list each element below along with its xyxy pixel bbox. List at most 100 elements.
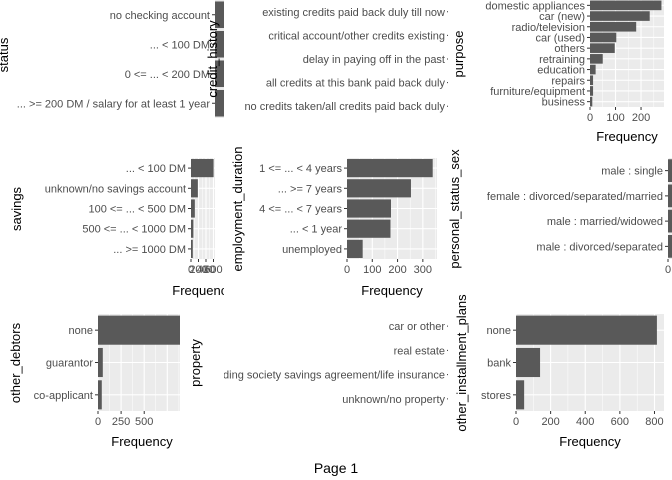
panel-background [215,0,224,118]
y-tick-label: delay in paying off in the past [303,54,445,66]
y-tick-label: stores [481,390,511,402]
y-tick-label: all credits at this bank paid back duly [266,78,446,90]
x-tick-label: 800 [645,416,663,428]
y-tick-label: radio/television [512,22,585,34]
x-tick-label: 0 [344,264,350,276]
bar-personal_status_sex-2 [668,209,672,233]
y-tick-label: unemployed [282,244,342,256]
x-tick-label: 400 [576,416,594,428]
bar-other_installment_plans-1 [516,347,541,378]
y-tick-label: car (new) [539,11,585,23]
y-tick-label: furniture/equipment [490,86,585,98]
y-tick-label: guarantor [46,358,93,370]
y-tick-label: 500 <= ... < 1000 DM [82,224,186,236]
y-tick-label: ... >= 200 DM / salary for at least 1 ye… [17,98,211,110]
bar-credit_history-4 [450,96,458,117]
y-tick-label: bank [487,358,511,370]
y-tick-label: ... >= 7 years [278,183,343,195]
x-tick-label: 250 [112,416,130,428]
y-axis-title: other_installment_plans [454,294,469,432]
y-tick-label: male : divorced/separated [536,241,663,253]
y-tick-label: none [487,325,511,337]
bar-purpose-0 [590,0,662,11]
bar-personal_status_sex-0 [668,159,672,182]
x-tick-label: 0 [188,264,194,276]
bar-purpose-8 [590,86,594,96]
bar-employment_duration-4 [347,239,363,258]
y-tick-label: 0 <= ... < 200 DM [125,69,210,81]
x-tick-label: 200 [541,416,559,428]
y-tick-label: retraining [539,54,585,66]
y-tick-label: ... < 100 DM [150,39,210,51]
y-tick-label: male : married/widowed [547,216,663,228]
y-tick-label: ... < 100 DM [126,163,186,175]
panel-background [668,158,672,259]
panel-personal_status_sex: male : single female : divorced/separated… [487,158,672,276]
bar-other_debtors-2 [98,380,102,410]
y-tick-label: car or other [389,321,446,333]
panel-property: car or other real estate building society … [206,321,448,406]
bar-other_debtors-0 [98,315,180,345]
y-tick-label: domestic appliances [485,0,585,12]
bar-savings-2 [191,199,195,218]
panel-other_installment_plans: none bank stores 0 200 400 600 800 Frequency [481,314,664,449]
bar-personal_status_sex-1 [668,184,672,208]
y-axis-title: personal_status_sex [447,149,462,269]
bar-other_debtors-1 [98,347,103,378]
x-tick-label: 300 [414,264,432,276]
y-axis-title: savings [9,186,24,231]
panel-other_debtors: none guarantor co-applicant 0 250 500 Frequenc… [34,314,180,449]
panel-savings: ... < 100 DM unknown/no savings account 10… [45,158,234,298]
y-tick-label: ... >= 1000 DM [113,244,186,256]
bar-purpose-9 [590,96,593,107]
y-tick-label: unknown/no property [342,394,445,406]
y-axis-title: purpose [451,31,466,78]
x-tick-label: 200 [632,112,650,124]
bar-other_installment_plans-0 [516,315,657,345]
y-tick-label: real estate [394,345,445,357]
x-tick-label: 200 [388,264,406,276]
bar-employment_duration-0 [347,159,433,178]
bar-purpose-1 [590,11,650,21]
y-axis-title: other_debtors [8,322,23,403]
y-tick-label: education [537,65,585,77]
bar-purpose-4 [590,43,615,53]
x-tick-label: 500 [135,416,153,428]
y-tick-label: male : single [601,166,663,178]
x-tick-label: 0 [665,264,671,276]
bar-purpose-5 [590,54,603,64]
x-tick-label: 0 [587,112,593,124]
bar-status-2 [215,60,224,88]
y-tick-label: building society savings agreement/life … [206,370,445,382]
y-tick-label: business [542,97,586,109]
x-axis-title: Frequency [111,434,173,449]
y-tick-label: none [69,325,93,337]
panel-employment_duration: 1 <= ... < 4 years ... >= 7 years 4 <= ...… [259,158,437,298]
y-tick-label: unknown/no savings account [45,183,186,195]
page-label: Page 1 [314,460,359,476]
x-tick-label: 100 [606,112,624,124]
x-axis-title: Frequency [172,283,234,298]
bar-employment_duration-3 [347,219,391,238]
x-tick-label: 0 [513,416,519,428]
y-axis-title: credit_history [205,20,220,98]
bar-status-3 [215,89,224,117]
y-tick-label: 100 <= ... < 500 DM [88,204,186,216]
y-axis-title: employment_duration [230,146,245,271]
panel-status: no checking account ... < 100 DM 0 <= ... … [17,0,224,118]
bar-savings-3 [191,219,194,238]
bar-savings-1 [191,179,198,198]
bar-status-1 [215,30,224,58]
bar-purpose-3 [590,32,617,43]
y-tick-label: car (used) [535,32,585,44]
y-tick-label: 1 <= ... < 4 years [259,163,342,175]
x-tick-label: 200 [189,264,207,276]
y-axis-title: property [188,339,203,387]
y-tick-label: ... < 1 year [290,224,343,236]
y-tick-label: critical account/other credits existing [268,30,445,42]
y-tick-label: co-applicant [34,390,93,402]
bar-employment_duration-1 [347,179,411,198]
